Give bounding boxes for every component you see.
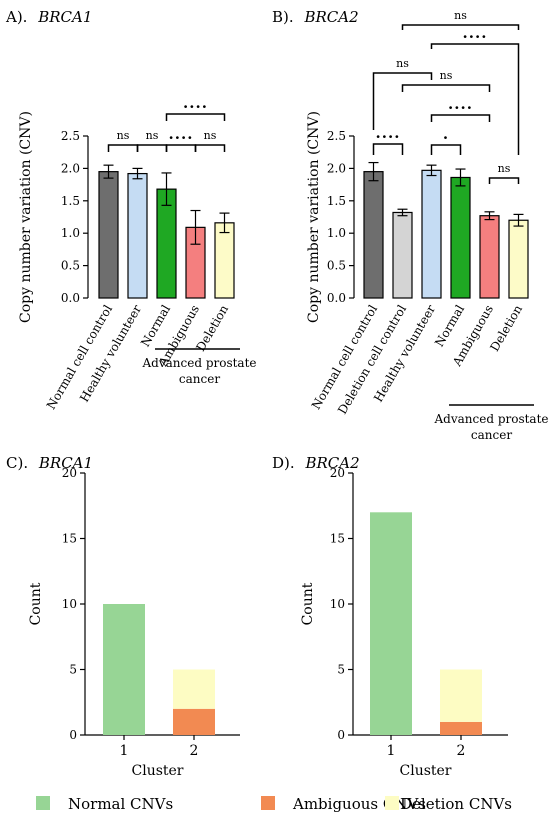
panel-c-label: C). BRCA1 xyxy=(6,454,93,472)
chart3-y-tick-label: 15 xyxy=(330,532,345,546)
chart1-significance-bracket xyxy=(372,72,433,130)
chart2-x-axis-title: Cluster xyxy=(132,763,184,779)
chart1-y-tick-label: 1.0 xyxy=(327,226,346,240)
chart1-significance-bracket xyxy=(401,24,520,30)
chart0-significance-label: ns xyxy=(204,129,217,142)
panel-d-label: D). BRCA2 xyxy=(272,454,360,472)
legend-swatch xyxy=(261,796,275,810)
chart1-significance-bracket xyxy=(401,84,491,92)
chart1-bar xyxy=(450,176,471,299)
chart1-significance-bracket xyxy=(430,114,491,122)
chart3-x-tick-label: 2 xyxy=(457,743,466,759)
panel-c: C). BRCA1 0 5 10 15 20 Count 1 2 Cluster xyxy=(6,454,240,779)
chart0-y-tick-label: 2.0 xyxy=(61,161,80,175)
chart2-bar-normal-cnvs xyxy=(103,604,145,735)
chart1-y-tick-label: 0.5 xyxy=(327,259,346,273)
chart1-bar xyxy=(363,171,384,299)
chart3-bar-deletion-cnvs xyxy=(440,669,482,722)
chart2-y-tick-label: 10 xyxy=(62,597,77,611)
chart1-significance-label: ···· xyxy=(463,28,488,46)
chart1-significance-label: · xyxy=(443,129,449,147)
chart0-significance-label: ns xyxy=(117,129,130,142)
chart2-y-tick-label: 5 xyxy=(69,663,77,677)
chart1-significance-label: ns xyxy=(498,162,511,175)
chart1-significance-bracket xyxy=(430,144,462,155)
chart3-y-tick-label: 10 xyxy=(330,597,345,611)
chart1-bar xyxy=(421,169,442,299)
chart0-group-label: cancer xyxy=(179,372,220,386)
panel-b-plot: 0.0 0.5 1.0 1.5 2.0 2.5 Copy number variation … xyxy=(306,9,549,442)
chart0-significance-label: ns xyxy=(146,129,159,142)
chart1-significance-label: ···· xyxy=(448,99,473,117)
panel-a-plot: 0.0 0.5 1.0 1.5 2.0 2.5 Copy number variation … xyxy=(18,98,257,412)
chart3-y-axis-title: Count xyxy=(300,582,316,625)
chart0-bar xyxy=(98,171,119,299)
panel-d: D). BRCA2 0 5 10 15 20 Count 1 2 Cluster xyxy=(272,454,508,779)
chart1-y-axis-title: Copy number variation (CNV) xyxy=(306,111,322,323)
chart1-significance-label: ns xyxy=(396,57,409,70)
chart3-bar-ambiguous-cnvs xyxy=(440,721,482,735)
chart0-significance-bracket xyxy=(136,144,168,152)
chart1-significance-label: ns xyxy=(454,9,467,22)
chart2-y-tick-label: 20 xyxy=(62,466,77,480)
chart3-x-tick-label: 1 xyxy=(387,743,396,759)
chart0-group-label: Advanced prostate xyxy=(141,356,256,370)
chart1-y-tick-label: 2.5 xyxy=(327,129,346,143)
panel-c-plot: 0 5 10 15 20 Count 1 2 Cluster xyxy=(28,466,240,779)
chart1-significance-bracket xyxy=(430,43,520,155)
panel-b-label: B). BRCA2 xyxy=(272,8,359,26)
panel-d-plot: 0 5 10 15 20 Count 1 2 Cluster xyxy=(300,466,508,779)
panel-a-label: A). BRCA1 xyxy=(5,8,92,26)
chart1-y-tick-label: 1.5 xyxy=(327,194,346,208)
chart2-bar-ambiguous-cnvs xyxy=(173,708,215,735)
chart2-x-tick-label: 1 xyxy=(120,743,129,759)
chart1-group-label: Advanced prostate xyxy=(433,412,548,426)
chart3-y-tick-label: 20 xyxy=(330,466,345,480)
chart1-significance-bracket xyxy=(488,177,520,184)
chart0-significance-bracket xyxy=(107,144,139,152)
chart0-significance-bracket xyxy=(194,144,226,152)
chart2-y-tick-label: 15 xyxy=(62,532,77,546)
chart1-y-tick-label: 2.0 xyxy=(327,161,346,175)
chart2-y-axis-title: Count xyxy=(28,582,44,625)
legend-label: Normal CNVs xyxy=(68,795,173,813)
chart1-significance-bracket xyxy=(372,143,404,155)
chart2-x-tick-label: 2 xyxy=(190,743,199,759)
panel-b: B). BRCA2 0.0 0.5 1.0 1.5 2.0 2.5 Copy number … xyxy=(272,8,549,442)
chart3-y-tick-label: 0 xyxy=(337,728,345,742)
chart1-bar xyxy=(392,211,413,299)
chart0-significance-label: ···· xyxy=(183,98,208,116)
chart3-x-axis-title: Cluster xyxy=(400,763,452,779)
chart1-y-tick-label: 0.0 xyxy=(327,291,346,305)
legend-label: Deletion CNVs xyxy=(400,795,512,813)
chart2-bar-deletion-cnvs xyxy=(173,669,215,709)
chart0-y-axis-title: Copy number variation (CNV) xyxy=(18,111,34,323)
chart0-bar xyxy=(214,222,235,299)
chart0-bar xyxy=(127,172,148,299)
chart0-y-tick-label: 1.0 xyxy=(61,226,80,240)
legend-swatch xyxy=(385,796,399,810)
chart0-y-tick-label: 0.0 xyxy=(61,291,80,305)
chart1-group-label: cancer xyxy=(471,428,512,442)
chart1-significance-label: ns xyxy=(440,69,453,82)
panel-a: A). BRCA1 0.0 0.5 1.0 1.5 2.0 2.5 Copy number … xyxy=(5,8,257,412)
chart0-y-tick-label: 1.5 xyxy=(61,194,80,208)
chart1-significance-label: ···· xyxy=(376,128,401,146)
chart0-significance-bracket xyxy=(165,113,226,121)
chart3-y-tick-label: 5 xyxy=(337,663,345,677)
chart0-significance-label: ···· xyxy=(169,129,194,147)
chart0-y-tick-label: 2.5 xyxy=(61,129,80,143)
chart3-bar-normal-cnvs xyxy=(370,512,412,735)
legend-swatch xyxy=(36,796,50,810)
chart0-y-tick-label: 0.5 xyxy=(61,259,80,273)
chart2-y-tick-label: 0 xyxy=(69,728,77,742)
chart1-bar xyxy=(479,215,500,299)
chart1-bar xyxy=(508,219,529,299)
